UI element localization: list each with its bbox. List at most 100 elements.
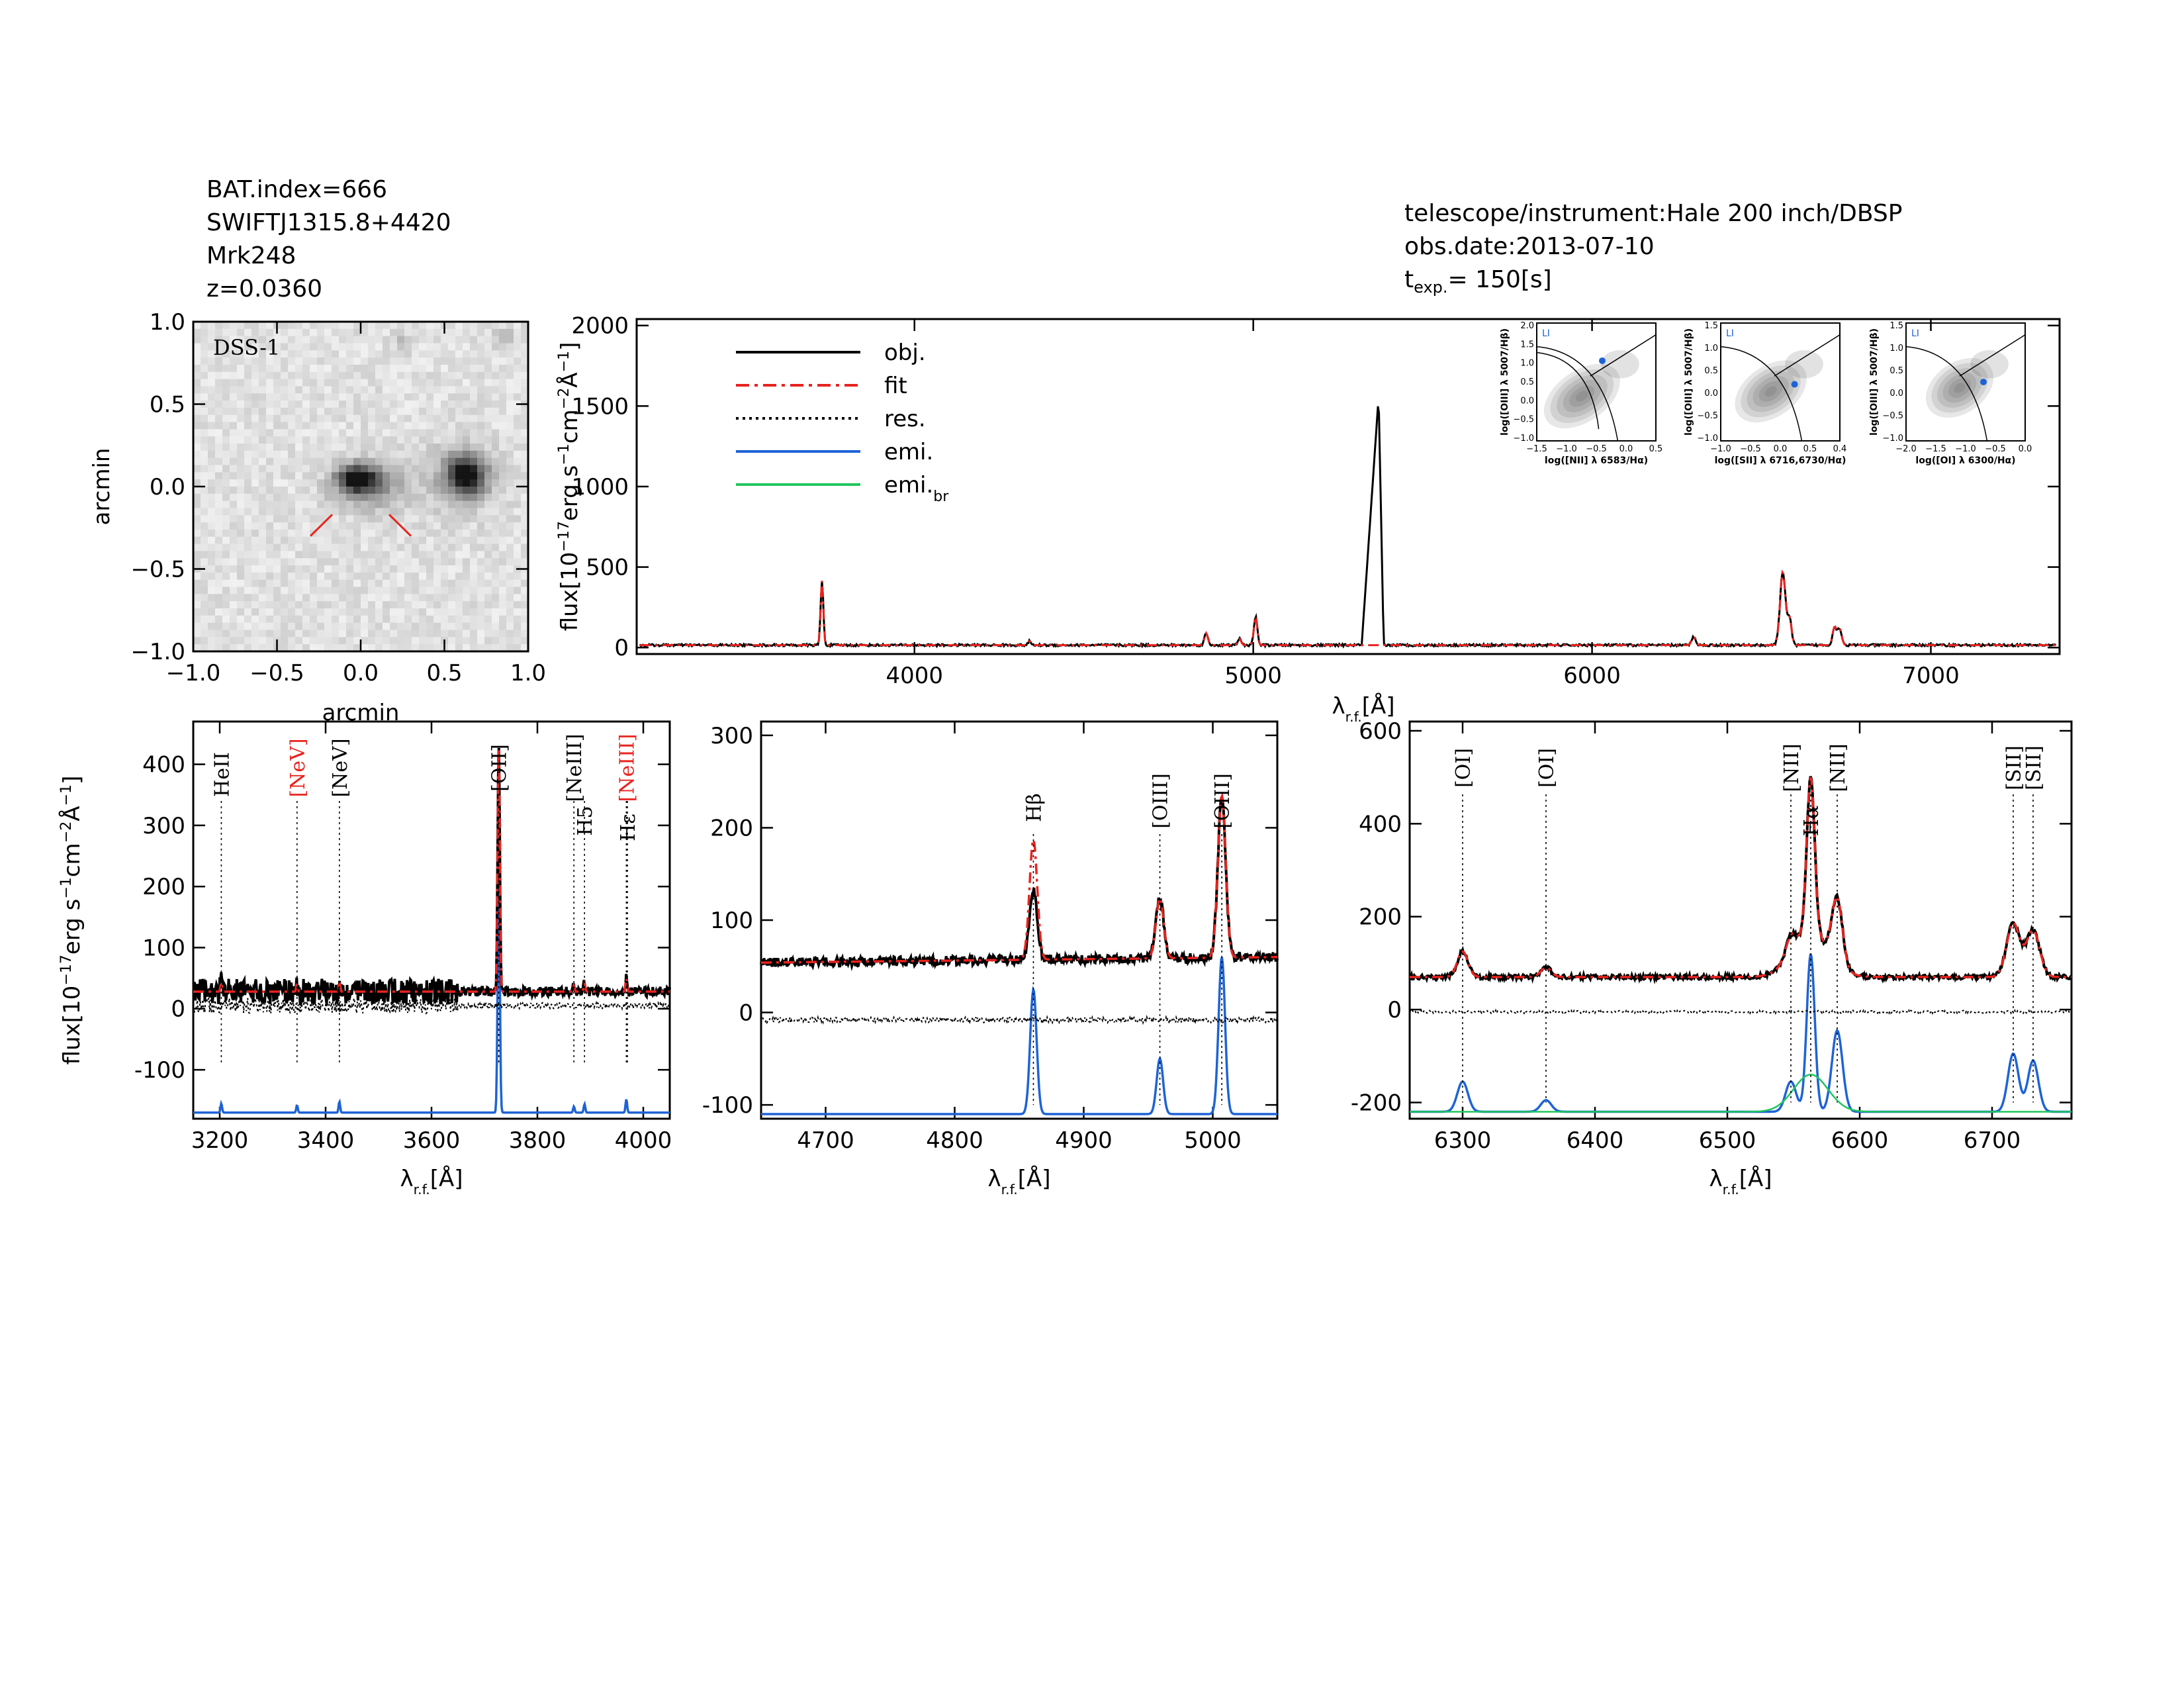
image-pixel [441, 371, 449, 380]
image-pixel [317, 508, 325, 516]
image-pixel [390, 522, 398, 530]
image-pixel [324, 465, 332, 473]
y-tick-label: -200 [1351, 1090, 1402, 1116]
image-pixel [208, 472, 216, 480]
image-pixel [302, 336, 310, 344]
image-pixel [404, 429, 412, 437]
image-pixel [383, 536, 390, 545]
image-pixel [288, 644, 296, 652]
image-pixel [470, 586, 478, 594]
image-pixel [441, 336, 449, 344]
image-pixel [310, 493, 318, 502]
image-pixel [295, 572, 303, 581]
image-pixel [230, 336, 238, 344]
image-pixel [484, 529, 492, 538]
image-pixel [390, 407, 398, 416]
image-pixel [404, 565, 412, 573]
image-pixel [433, 450, 441, 459]
image-pixel [375, 400, 383, 408]
image-pixel [339, 487, 347, 494]
image-pixel [383, 594, 390, 602]
image-pixel [506, 479, 514, 487]
x-tick-label: 5000 [1184, 1127, 1242, 1154]
image-pixel [375, 536, 383, 545]
image-pixel [412, 500, 420, 509]
image-pixel [317, 350, 325, 358]
image-pixel [295, 515, 303, 523]
fit-spectrum [1410, 776, 2071, 978]
image-pixel [375, 493, 383, 502]
image-pixel [361, 601, 369, 609]
image-pixel [222, 472, 230, 480]
image-pixel [339, 615, 347, 624]
image-pixel [404, 594, 412, 602]
image-pixel [251, 328, 259, 337]
image-pixel [332, 444, 340, 451]
image-pixel [506, 515, 514, 523]
image-pixel [208, 436, 216, 444]
image-pixel [397, 637, 405, 645]
image-pixel [383, 407, 390, 416]
image-pixel [484, 343, 492, 351]
image-pixel [361, 543, 369, 552]
image-pixel [281, 436, 289, 444]
image-pixel [397, 558, 405, 566]
image-pixel [390, 572, 398, 581]
image-pixel [375, 379, 383, 387]
image-pixel [404, 357, 412, 365]
image-pixel [506, 572, 514, 581]
image-pixel [484, 644, 492, 652]
image-pixel [470, 386, 478, 394]
image-pixel [433, 350, 441, 358]
broad-emission-model [1410, 1074, 2071, 1113]
image-pixel [244, 601, 252, 609]
image-pixel [521, 515, 529, 523]
image-pixel [361, 322, 369, 330]
image-pixel [353, 522, 361, 530]
image-pixel [390, 379, 398, 387]
image-pixel [266, 357, 274, 365]
image-pixel [346, 515, 354, 523]
image-pixel [506, 457, 514, 466]
image-pixel [463, 343, 471, 351]
image-pixel [455, 594, 463, 602]
image-pixel [208, 586, 216, 594]
image-pixel [259, 594, 267, 602]
image-pixel [353, 407, 361, 416]
density-contour [1936, 367, 1983, 408]
image-pixel [353, 594, 361, 602]
image-pixel [353, 450, 361, 459]
image-pixel [317, 644, 325, 652]
image-pixel [201, 350, 208, 358]
image-pixel [419, 608, 427, 616]
image-pixel [302, 343, 310, 351]
image-pixel [332, 529, 340, 538]
image-pixel [230, 487, 238, 494]
image-pixel [259, 601, 267, 609]
image-pixel [404, 508, 412, 516]
image-pixel [324, 529, 332, 538]
image-pixel [332, 328, 340, 337]
image-pixel [361, 594, 369, 602]
image-pixel [463, 444, 471, 451]
image-pixel [288, 529, 296, 538]
image-pixel [419, 457, 427, 466]
bpt-frame [1536, 322, 1657, 442]
image-pixel [506, 350, 514, 358]
image-pixel [266, 350, 274, 358]
image-pixel [251, 529, 259, 538]
image-pixel [455, 487, 463, 494]
image-pixel [397, 457, 405, 466]
image-pixel [208, 493, 216, 502]
image-pixel [288, 436, 296, 444]
image-pixel [281, 594, 289, 602]
image-pixel [208, 465, 216, 473]
image-pixel [295, 579, 303, 588]
bpt-tag: LI [1726, 328, 1734, 339]
image-pixel [375, 414, 383, 423]
image-pixel [404, 515, 412, 523]
image-pixel [397, 608, 405, 616]
image-pixel [375, 343, 383, 351]
image-pixel [215, 551, 223, 559]
line-label: Hβ [1023, 793, 1046, 822]
